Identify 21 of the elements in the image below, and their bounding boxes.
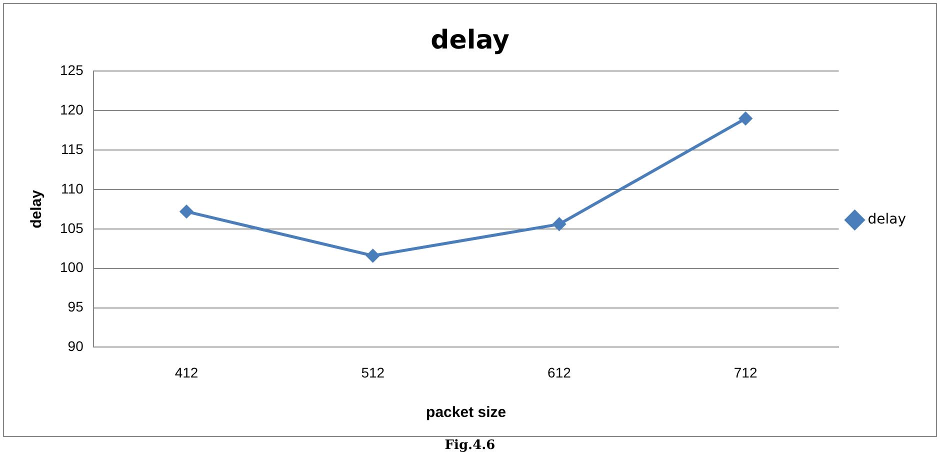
- chart-title: delay: [430, 25, 510, 56]
- x-tick-label: 612: [548, 364, 572, 380]
- point: [366, 249, 380, 262]
- x-tick-label: 712: [734, 364, 758, 380]
- point: [552, 218, 566, 231]
- y-tick-label: 95: [68, 298, 84, 315]
- y-tick-label: 125: [60, 62, 84, 78]
- y-tick-label: 115: [61, 140, 84, 157]
- caption: Fig.4.6: [444, 438, 496, 454]
- y-tick-label: 110: [61, 180, 84, 196]
- x-tick-label: 412: [174, 364, 198, 380]
- point: [739, 112, 752, 126]
- x-tick-label: 512: [361, 364, 385, 380]
- point: [180, 205, 194, 218]
- x-axis-title: packet size: [426, 404, 506, 422]
- y-tick-label: 90: [68, 338, 84, 354]
- legend-label: delay: [868, 212, 906, 228]
- y-tick-label: 100: [60, 259, 84, 276]
- y-axis-title: delay: [28, 189, 46, 228]
- y-tick-label: 105: [60, 220, 84, 236]
- y-tick-label: 120: [60, 101, 84, 118]
